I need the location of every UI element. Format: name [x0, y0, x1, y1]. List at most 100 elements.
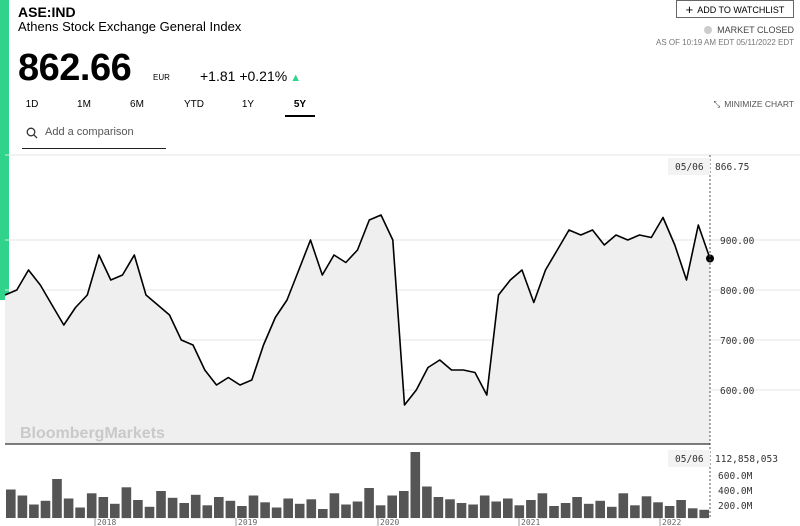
price-value: 862.66 — [18, 47, 132, 89]
volume-bar — [133, 500, 143, 518]
volume-bar — [468, 504, 478, 518]
price-y-axis: 900.00 800.00 700.00 600.00 — [720, 236, 755, 397]
volume-bars — [6, 452, 709, 519]
volume-bar — [491, 501, 501, 518]
volume-bar — [306, 499, 317, 519]
price-area-fill — [5, 215, 710, 444]
volume-bar — [676, 500, 686, 518]
y-tick-label: 700.00 — [720, 336, 755, 347]
volume-bar — [98, 497, 109, 518]
volume-bar — [664, 506, 675, 518]
volume-bar — [52, 479, 62, 518]
volume-bar — [318, 509, 328, 518]
last-price-marker — [706, 254, 714, 263]
volume-bar — [63, 498, 74, 518]
tab-5y[interactable]: 5Y — [285, 98, 315, 117]
last-date-label: 05/06 — [675, 162, 704, 173]
tab-1d[interactable]: 1D — [25, 99, 39, 110]
volume-bar — [375, 505, 386, 519]
x-tick-label: 2018 — [97, 518, 116, 526]
volume-tick-label: 400.0M — [718, 486, 753, 497]
ticker-symbol: ASE:IND — [18, 4, 76, 20]
volume-bar — [607, 506, 617, 519]
status-dot-icon — [704, 26, 713, 34]
y-tick-label: 800.00 — [720, 286, 755, 297]
x-tick-label: 2019 — [238, 518, 257, 526]
watermark-logo: BloombergMarkets — [20, 425, 165, 442]
volume-date-label-box: 05/06 — [668, 450, 710, 467]
volume-bar — [214, 497, 224, 518]
collapse-arrows-icon: ⤡ — [713, 99, 721, 109]
market-status-text: MARKET CLOSED — [717, 25, 794, 35]
y-tick-label: 900.00 — [720, 236, 755, 247]
volume-bar — [549, 506, 559, 518]
volume-bar — [156, 491, 166, 518]
volume-bar — [144, 506, 155, 519]
volume-bar — [526, 500, 536, 518]
volume-bar — [503, 498, 513, 518]
volume-value-label: 112,858,053 — [715, 454, 778, 465]
volume-bar — [190, 494, 201, 519]
volume-bar — [271, 507, 282, 518]
volume-bar — [560, 503, 571, 518]
volume-bar — [514, 505, 525, 519]
volume-bar — [86, 493, 97, 519]
tab-1y[interactable]: 1Y — [241, 99, 255, 110]
tab-1m[interactable]: 1M — [77, 99, 91, 110]
tab-6m[interactable]: 6M — [130, 99, 144, 110]
volume-bar — [179, 503, 189, 518]
volume-bar — [248, 495, 259, 518]
volume-bar — [630, 505, 640, 519]
volume-bar — [433, 497, 444, 518]
volume-bar — [29, 504, 39, 518]
volume-bar — [479, 495, 490, 518]
price-series-line — [4, 214, 711, 406]
volume-bar — [641, 496, 652, 519]
volume-bar — [653, 502, 663, 519]
volume-tick-label: 600.0M — [718, 471, 753, 482]
up-arrow-icon: ▲ — [290, 72, 302, 84]
comparison-placeholder: Add a comparison — [45, 126, 134, 138]
market-status: MARKET CLOSED — [704, 25, 794, 35]
volume-bar — [422, 486, 432, 518]
x-tick-label: 2022 — [662, 518, 681, 526]
volume-bar — [352, 501, 363, 518]
volume-bar — [167, 497, 178, 519]
volume-bar — [341, 504, 351, 518]
tab-ytd[interactable]: YTD — [184, 99, 204, 110]
x-tick-label: 2020 — [380, 518, 399, 526]
volume-bar — [572, 497, 582, 518]
volume-bar — [387, 495, 397, 518]
volume-bar — [6, 489, 16, 518]
last-date-label-box: 05/06 — [668, 158, 710, 175]
volume-bar — [410, 452, 421, 518]
volume-bar — [618, 493, 629, 519]
volume-bar — [260, 502, 270, 519]
price-change-text: +1.81 +0.21% — [200, 68, 288, 84]
volume-bar — [225, 500, 236, 519]
volume-bar — [75, 507, 85, 518]
volume-bar — [110, 503, 120, 519]
volume-bar — [687, 508, 698, 519]
volume-bar — [283, 498, 293, 518]
volume-bar — [17, 495, 28, 518]
volume-bar — [40, 500, 51, 519]
add-to-watchlist-button[interactable]: + ADD TO WATCHLIST — [676, 0, 794, 18]
volume-bar — [537, 493, 548, 519]
price-change: +1.81 +0.21% ▲ — [200, 68, 301, 84]
x-tick-label: 2021 — [521, 518, 540, 526]
minimize-label: MINIMIZE CHART — [724, 99, 794, 109]
volume-bar — [121, 487, 132, 519]
volume-bar — [329, 493, 340, 519]
comparison-search[interactable]: Add a comparison — [22, 122, 166, 149]
minimize-chart-button[interactable]: ⤡ MINIMIZE CHART — [713, 99, 794, 110]
last-price-label: 866.75 — [715, 162, 749, 173]
as-of-timestamp: AS OF 10:19 AM EDT 05/11/2022 EDT — [656, 38, 794, 47]
volume-bar — [237, 506, 247, 518]
y-tick-label: 600.00 — [720, 386, 755, 397]
volume-y-axis: 600.0M 400.0M 200.0M — [718, 471, 753, 512]
volume-bar — [583, 503, 594, 519]
volume-bar — [595, 500, 605, 519]
volume-bar — [364, 488, 374, 518]
